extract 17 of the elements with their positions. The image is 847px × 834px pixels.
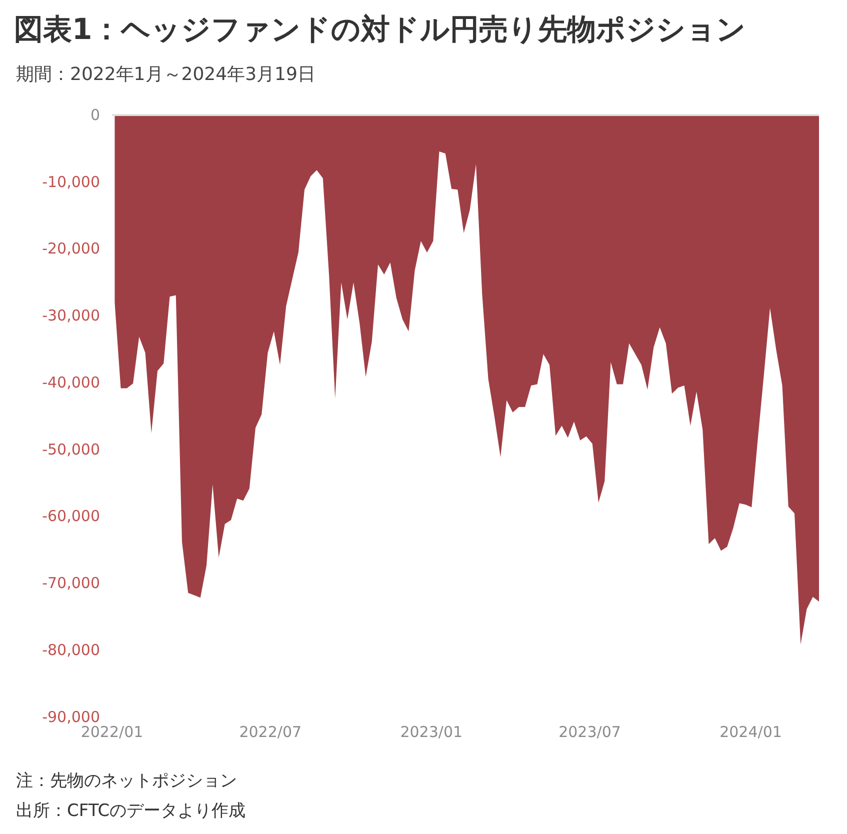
chart-title: 図表1：ヘッジファンドの対ドル円売り先物ポジション bbox=[14, 11, 746, 48]
y-tick-label: 0 bbox=[90, 106, 100, 124]
y-tick-label: -10,000 bbox=[42, 172, 100, 191]
y-tick-label: -40,000 bbox=[42, 373, 100, 392]
y-tick-label: -20,000 bbox=[42, 240, 100, 258]
x-tick-label: 2024/01 bbox=[720, 722, 782, 741]
text: 出所：CFTCのデータより作成 bbox=[16, 800, 246, 823]
y-tick-label: -60,000 bbox=[42, 507, 100, 526]
x-tick-label: 2023/07 bbox=[558, 722, 621, 741]
chart-subtitle: 期間：2022年1月～2024年3月19日 bbox=[16, 63, 316, 86]
y-tick-label: -70,000 bbox=[42, 574, 100, 592]
y-tick-label: -30,000 bbox=[42, 306, 100, 325]
text: 注：先物のネットポジション bbox=[16, 770, 238, 793]
y-tick-label: -50,000 bbox=[42, 440, 100, 458]
x-tick-label: 2022/07 bbox=[239, 722, 302, 741]
x-tick-label: 2023/01 bbox=[400, 722, 463, 741]
y-tick-label: -80,000 bbox=[42, 641, 100, 659]
